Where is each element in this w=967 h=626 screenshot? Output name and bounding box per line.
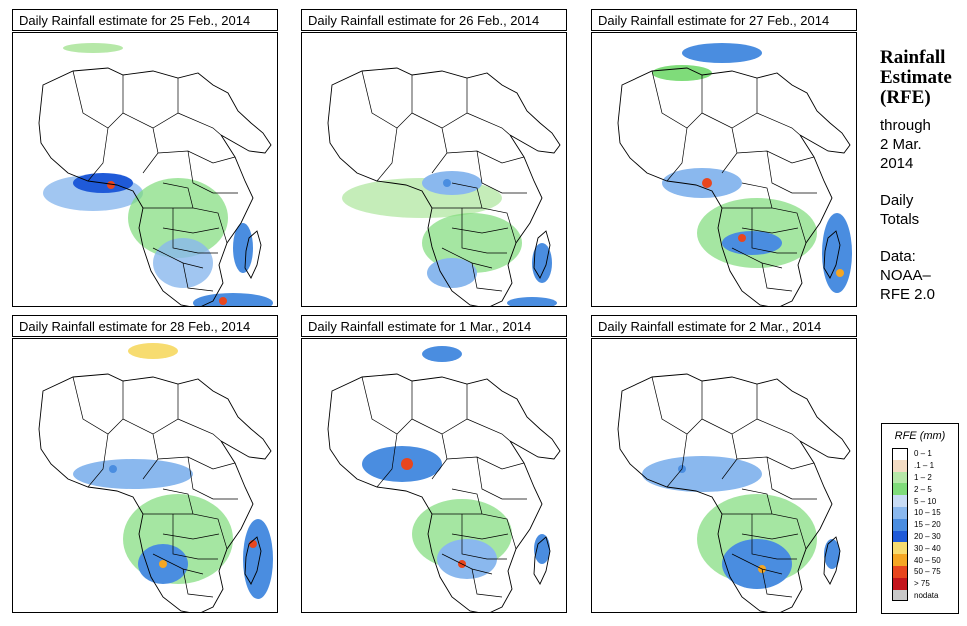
- side-date-line2: 2014: [880, 155, 914, 172]
- legend-label: 30 – 40: [914, 543, 941, 553]
- legend-label: 5 – 10: [914, 496, 937, 506]
- side-title-line2: Estimate: [880, 67, 952, 88]
- legend-label: nodata: [914, 590, 939, 600]
- legend-row: 5 – 10: [892, 495, 941, 507]
- legend-row: 30 – 40: [892, 542, 941, 555]
- side-panel: Rainfall Estimate (RFE) through 2 Mar. 2…: [880, 48, 965, 304]
- rainfall-map: [12, 32, 278, 307]
- panel-title: Daily Rainfall estimate for 27 Feb., 201…: [591, 9, 857, 31]
- panel-2-mar: Daily Rainfall estimate for 2 Mar., 2014: [591, 315, 859, 613]
- legend-label: .1 – 1: [914, 461, 935, 471]
- rainfall-map: [591, 338, 857, 613]
- legend-swatch: [892, 565, 908, 578]
- side-data-line2: NOAA–: [880, 267, 931, 284]
- legend-row: 50 – 75: [892, 565, 941, 578]
- panel-title: Daily Rainfall estimate for 26 Feb., 201…: [301, 9, 567, 31]
- rainfall-map: [591, 32, 857, 307]
- legend-label: > 75: [914, 579, 930, 589]
- side-daily-line2: Totals: [880, 211, 920, 228]
- rainfall-map: [301, 32, 567, 307]
- side-title-line1: Rainfall: [880, 47, 946, 68]
- side-data-line3: RFE 2.0: [880, 286, 936, 303]
- legend-swatch: [892, 495, 908, 507]
- legend-swatch: [892, 577, 908, 590]
- legend-swatch: [892, 483, 908, 496]
- legend-row: > 75: [892, 577, 941, 590]
- legend-swatch: [892, 471, 908, 484]
- panel-title: Daily Rainfall estimate for 1 Mar., 2014: [301, 315, 567, 337]
- legend-label: 10 – 15: [914, 508, 941, 518]
- legend-swatch: [892, 518, 908, 531]
- legend-label: 0 – 1: [914, 449, 932, 459]
- side-data-line1: Data:: [880, 248, 916, 265]
- legend-swatch: [892, 459, 908, 472]
- legend-label: 15 – 20: [914, 520, 941, 530]
- legend-row: 1 – 2: [892, 471, 941, 484]
- legend-swatch: [892, 448, 908, 460]
- legend-row: nodata: [892, 589, 941, 602]
- legend-label: 40 – 50: [914, 555, 941, 565]
- side-through: through: [880, 117, 931, 134]
- panel-title: Daily Rainfall estimate for 28 Feb., 201…: [12, 315, 278, 337]
- legend-row: 0 – 1: [892, 448, 941, 460]
- legend-row: 2 – 5: [892, 483, 941, 496]
- rainfall-map: [12, 338, 278, 613]
- legend-swatch: [892, 506, 908, 519]
- legend-swatch: [892, 589, 908, 602]
- legend-swatch: [892, 554, 908, 566]
- legend-row: 10 – 15: [892, 506, 941, 519]
- side-date-line1: 2 Mar.: [880, 136, 922, 153]
- legend-title: RFE (mm): [894, 430, 946, 442]
- legend-swatch: [892, 530, 908, 543]
- legend-label: 1 – 2: [914, 472, 932, 482]
- legend-label: 20 – 30: [914, 531, 941, 541]
- panel-28-feb: Daily Rainfall estimate for 28 Feb., 201…: [12, 315, 280, 613]
- legend-row: 20 – 30: [892, 530, 941, 543]
- legend-label: 50 – 75: [914, 567, 941, 577]
- legend-row: 40 – 50: [892, 554, 941, 566]
- side-daily-line1: Daily: [880, 192, 914, 209]
- panel-26-feb: Daily Rainfall estimate for 26 Feb., 201…: [301, 9, 569, 307]
- panel-title: Daily Rainfall estimate for 25 Feb., 201…: [12, 9, 278, 31]
- panel-27-feb: Daily Rainfall estimate for 27 Feb., 201…: [591, 9, 859, 307]
- side-title-line3: (RFE): [880, 87, 931, 108]
- panel-25-feb: Daily Rainfall estimate for 25 Feb., 201…: [12, 9, 280, 307]
- panel-title: Daily Rainfall estimate for 2 Mar., 2014: [591, 315, 857, 337]
- legend-row: 15 – 20: [892, 518, 941, 531]
- rainfall-map: [301, 338, 567, 613]
- legend-label: 2 – 5: [914, 484, 932, 494]
- panel-1-mar: Daily Rainfall estimate for 1 Mar., 2014: [301, 315, 569, 613]
- legend-row: .1 – 1: [892, 459, 941, 472]
- legend-swatch: [892, 542, 908, 555]
